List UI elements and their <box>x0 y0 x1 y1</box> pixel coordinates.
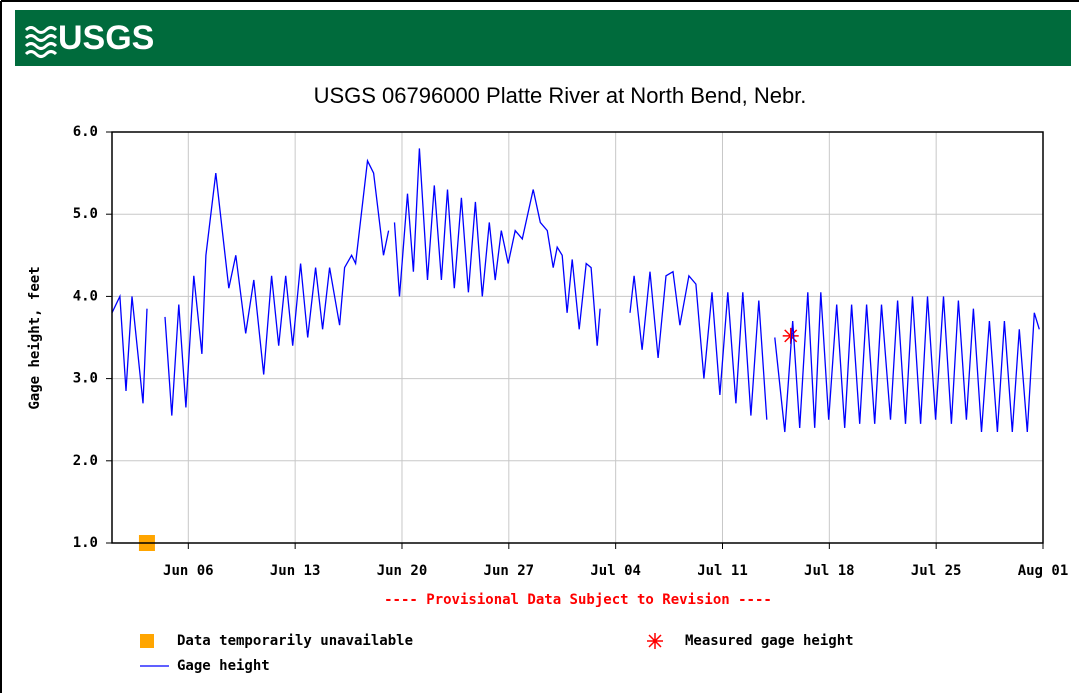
y-tick-label: 5.0 <box>73 206 98 222</box>
y-tick-label: 2.0 <box>73 453 98 469</box>
header-bar <box>15 10 1071 66</box>
x-tick-label: Jul 11 <box>697 563 748 579</box>
measured-marker <box>782 327 799 344</box>
y-tick-label: 1.0 <box>73 535 98 551</box>
x-tick-label: Jul 18 <box>804 563 855 579</box>
y-tick-label: 4.0 <box>73 288 98 304</box>
chart-title: USGS 06796000 Platte River at North Bend… <box>314 83 807 108</box>
x-tick-label: Jun 06 <box>163 563 214 579</box>
x-tick-label: Jul 04 <box>590 563 641 579</box>
x-tick-label: Jul 25 <box>911 563 962 579</box>
y-axis-label: Gage height, feet <box>27 266 43 409</box>
gage-height-line <box>111 148 1040 433</box>
x-tick-label: Jun 20 <box>377 563 428 579</box>
legend: Data temporarily unavailable Measured gag… <box>140 633 854 674</box>
plot-frame <box>111 131 1044 544</box>
legend-asterisk <box>647 633 663 649</box>
x-tick-label: Aug 01 <box>1018 563 1069 579</box>
legend-label: Measured gage height <box>685 633 854 649</box>
y-tick-label: 6.0 <box>73 124 98 140</box>
legend-label: Gage height <box>177 658 270 674</box>
logo-waves <box>24 26 58 58</box>
legend-square <box>140 634 154 648</box>
x-tick-label: Jun 27 <box>484 563 535 579</box>
annotation: ---- Provisional Data Subject to Revisio… <box>384 592 772 608</box>
logo-text: USGS <box>58 19 154 57</box>
x-tick-label: Jun 13 <box>270 563 321 579</box>
grid: 1.0 2.0 3.0 4.0 5.0 6.0 Jun 06 Jun 13 Jun 20 Jun … <box>73 124 1069 579</box>
legend-label: Data temporarily unavailable <box>177 633 413 649</box>
y-tick-label: 3.0 <box>73 371 98 387</box>
